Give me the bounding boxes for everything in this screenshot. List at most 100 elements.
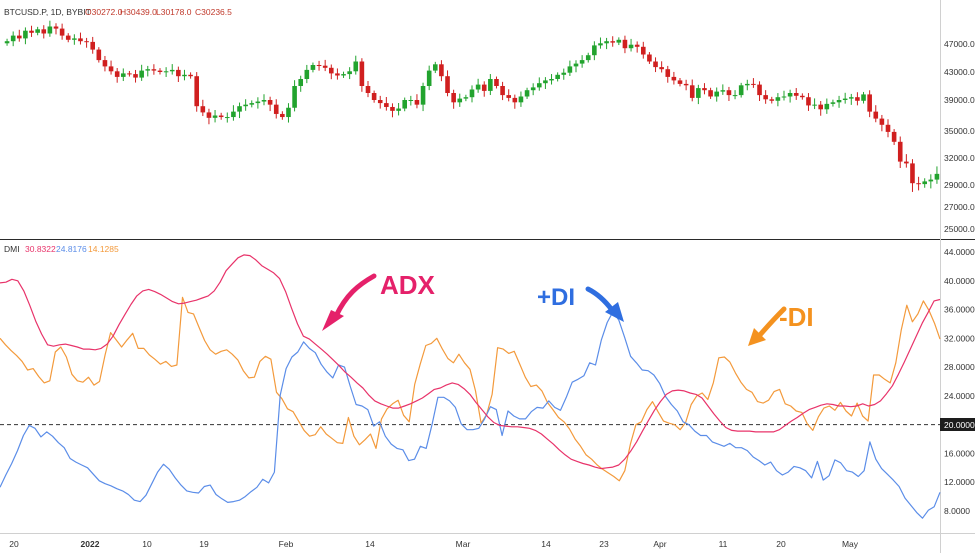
time-tick-label: 19 [199,539,209,549]
candle-body [35,29,40,33]
candle [677,77,683,87]
candle [616,37,622,46]
candle [218,112,224,120]
candle [255,97,261,109]
candle [145,65,151,77]
candle-body [579,60,585,64]
candle-body [41,29,47,34]
candle-body [249,103,255,105]
candle-body [665,69,671,77]
candle-body [212,115,218,118]
candle [934,166,940,184]
plus-di-arrow-icon [585,286,624,322]
time-tick-label: 14 [365,539,375,549]
candle-body [622,39,628,49]
candle-body [267,100,273,105]
candle-body [928,179,934,182]
candle [775,93,781,107]
candle-body [561,72,567,75]
candle-body [243,104,248,107]
candle-body [861,94,866,101]
candle-body [133,74,138,78]
dmi-pane[interactable] [0,254,941,519]
adx-annotation: ADX [380,270,436,300]
candle-body [732,95,738,97]
candle-body [536,83,542,88]
time-tick-label: 11 [719,539,728,549]
candle [169,64,175,75]
candle [781,90,787,101]
time-tick-label: 2022 [81,539,100,549]
candle [806,93,811,111]
time-tick-label: Feb [279,539,294,549]
candle [506,89,512,102]
candle-body [23,30,28,39]
candle [267,96,273,112]
candle [585,52,591,63]
candle [512,94,518,109]
candle-body [328,67,334,74]
low-value: L30178.0 [156,7,192,17]
price-pane[interactable] [4,20,940,192]
price-tick-label: 32000.0 [944,153,975,163]
candle [23,27,28,45]
dmi-tick-label: 40.0000 [944,276,975,286]
candle [316,60,322,71]
time-tick-label: May [842,539,859,549]
candle [371,90,377,103]
candle [689,79,695,102]
candle-body [414,100,420,105]
close-value: C30236.5 [195,7,232,17]
time-tick-label: 10 [142,539,152,549]
time-tick-label: 20 [776,539,786,549]
candle [873,105,879,123]
candle [726,86,732,102]
candle-body [904,161,909,164]
candle-body [176,69,181,77]
minus-di-value: 14.1285 [88,244,119,254]
candle-body [439,64,444,77]
candle [628,38,634,52]
candle [481,81,487,97]
candle-body [867,94,872,112]
candle [543,77,548,90]
candle-body [885,124,891,132]
dmi-tick-label: 12.0000 [944,477,975,487]
candle-body [169,69,175,72]
dmi-tick-label: 32.0000 [944,333,975,343]
candle [536,77,542,91]
candle-body [714,91,720,97]
candle-body [910,163,915,184]
candle [561,68,567,80]
candle [139,64,144,81]
candle-body [29,30,34,33]
candle-body [647,54,652,62]
candle-body [530,87,536,91]
candle [390,103,395,118]
candle [634,41,640,53]
candle-body [842,98,848,100]
candle [610,36,616,47]
candle-body [567,66,573,73]
candle-body [812,104,817,106]
dmi-tick-label: 8.0000 [944,506,970,516]
candle [188,72,193,79]
price-tick-label: 47000.0 [944,39,975,49]
candle [16,29,22,42]
candle-body [237,106,242,112]
candle-body [604,41,609,44]
candle-body [96,49,102,61]
candle [10,31,16,47]
time-tick-label: 14 [541,539,551,549]
candle [335,68,340,80]
candle-body [628,44,634,49]
candle-body [806,97,811,106]
plus-di-line [0,311,941,519]
candle [744,79,750,91]
dmi-tick-label: 28.0000 [944,362,975,372]
candle [237,102,242,119]
candle [359,58,365,92]
candle [292,80,297,112]
